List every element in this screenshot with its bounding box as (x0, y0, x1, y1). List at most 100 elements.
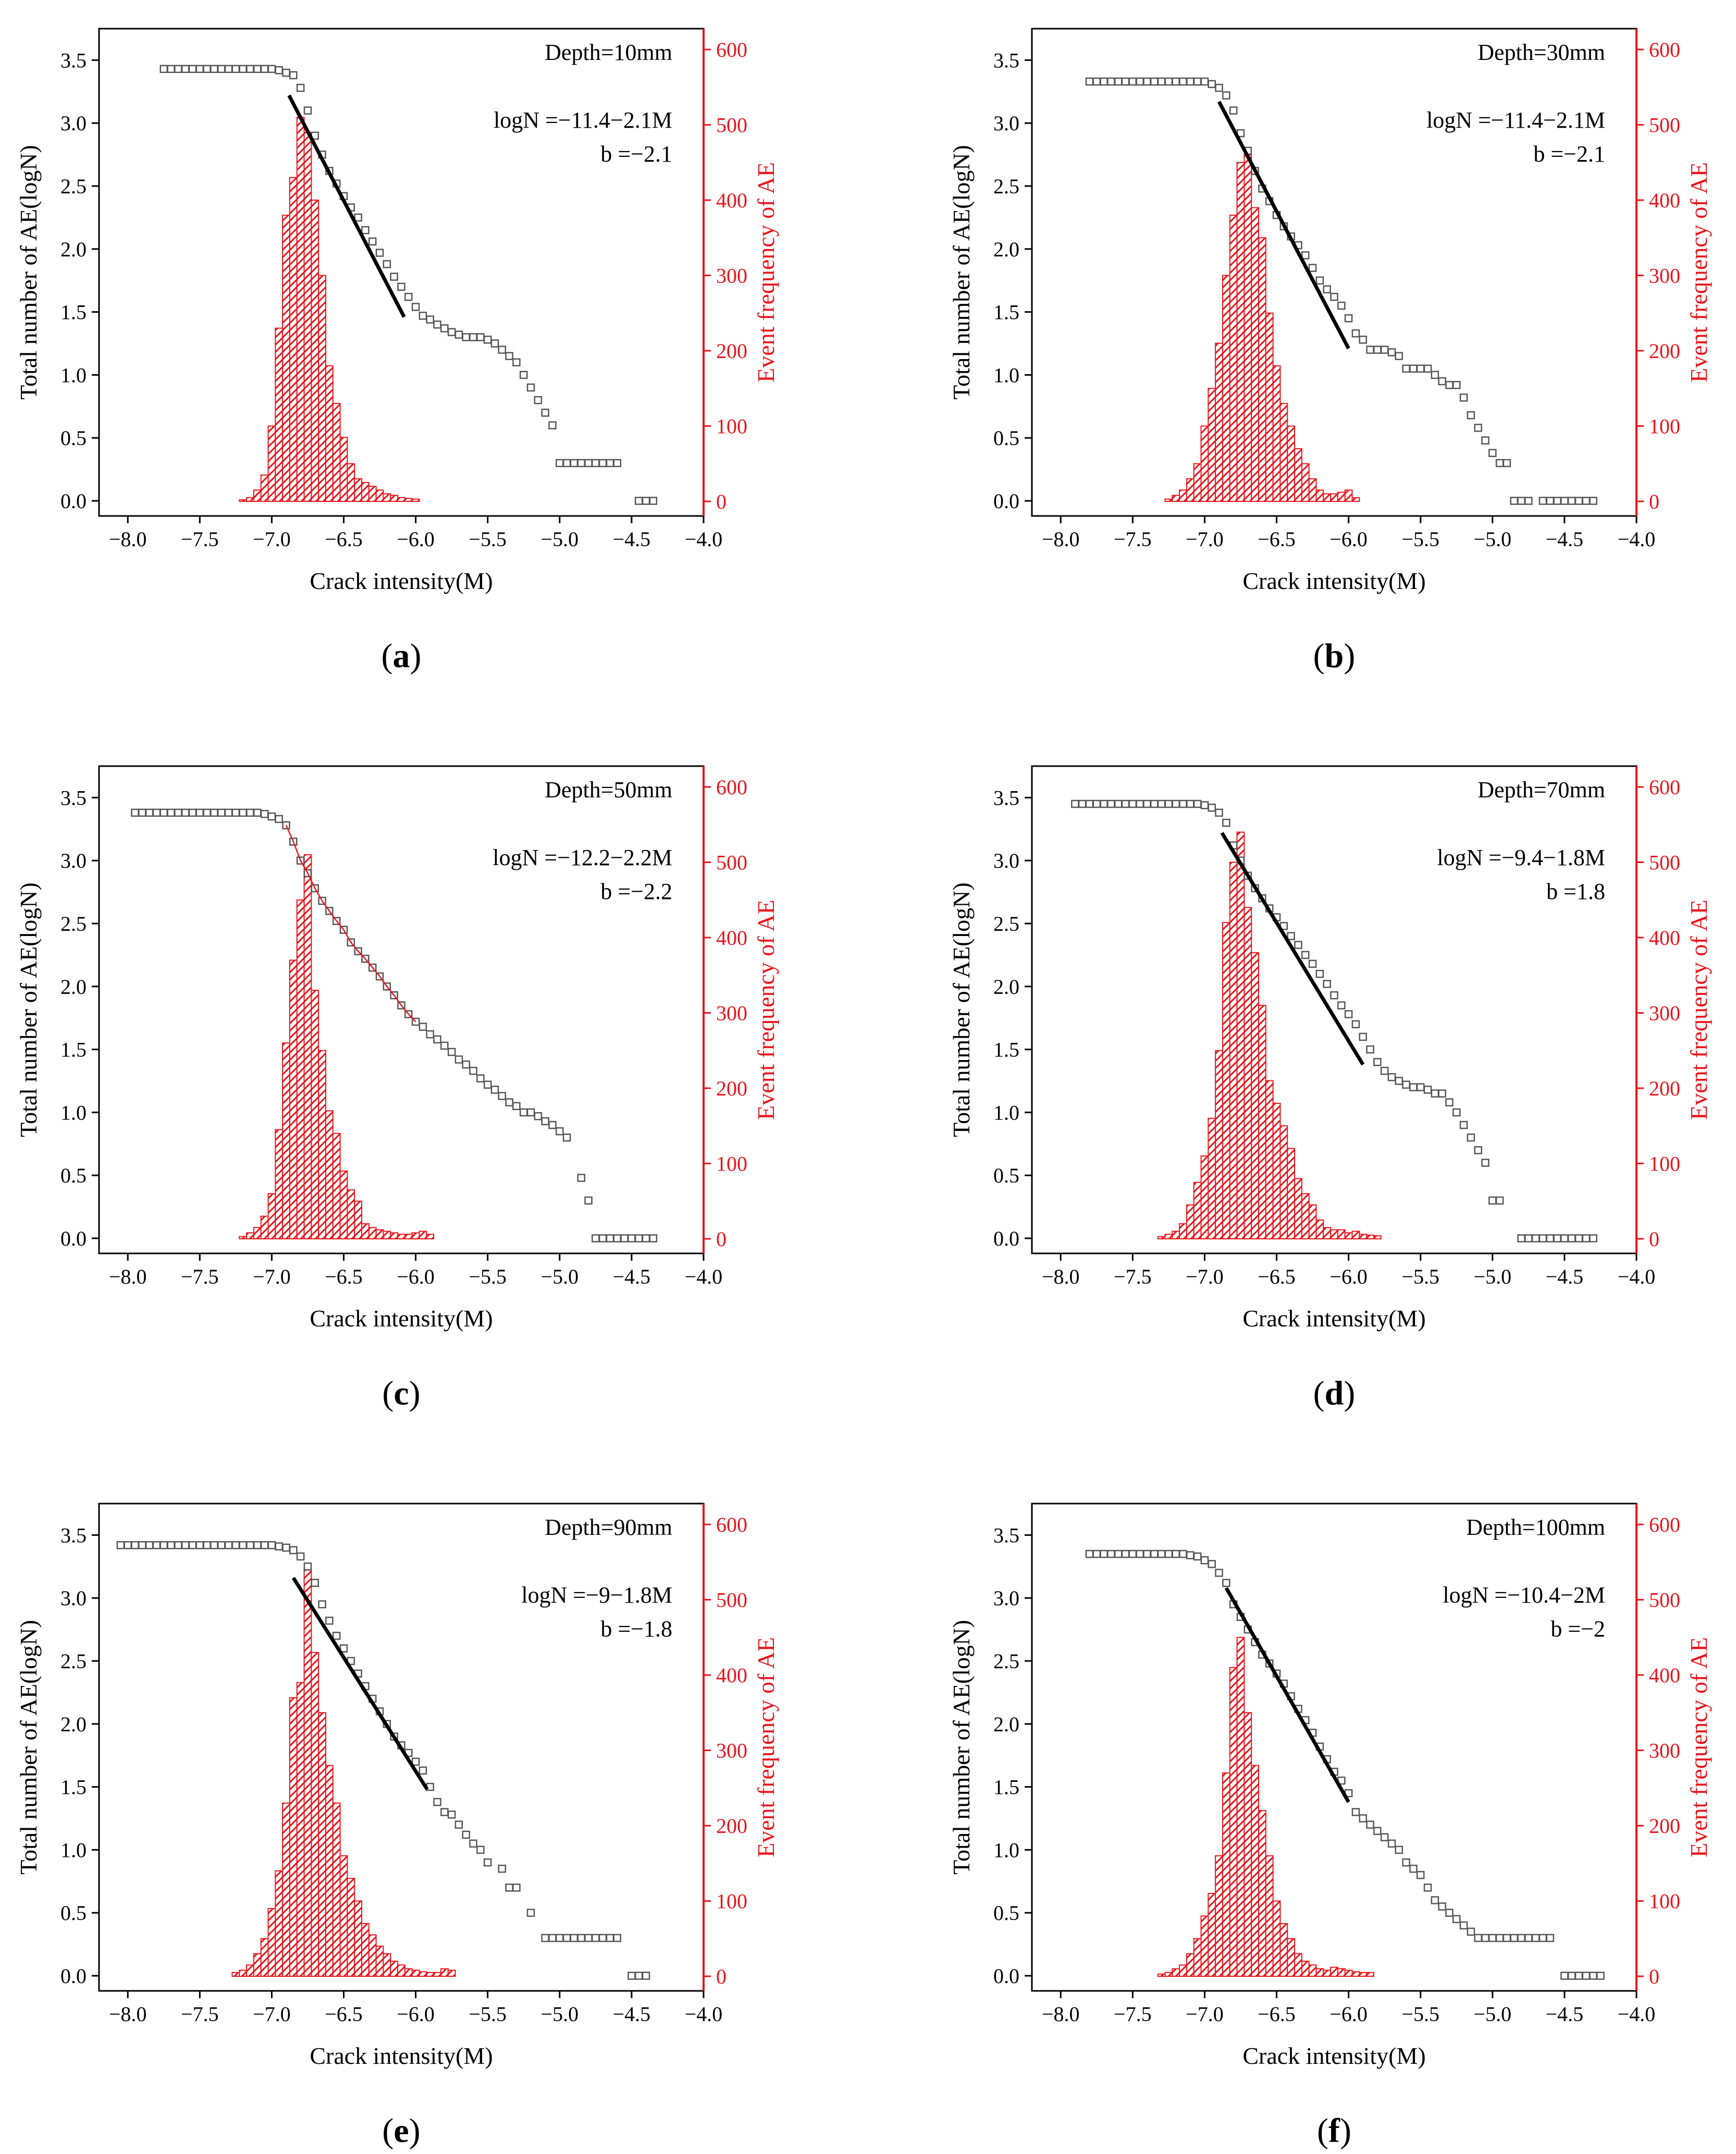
x-tick-label: −5.0 (1474, 527, 1512, 551)
frequency-bar (1315, 1968, 1324, 1977)
right-tick-label: 400 (716, 926, 747, 950)
cumulative-point (1200, 77, 1209, 86)
cumulative-point (498, 1092, 507, 1100)
cumulative-points (1085, 1549, 1605, 1980)
cumulative-point (454, 1055, 463, 1064)
frequency-bar (303, 854, 312, 1240)
cumulative-point (1229, 106, 1238, 115)
x-tick-label: −6.5 (325, 527, 363, 551)
cumulative-point (1409, 1083, 1418, 1091)
frequency-bar (1164, 1234, 1173, 1240)
frequency-bar (361, 1923, 370, 1977)
b-value: b =1.8 (1546, 879, 1605, 904)
x-tick-label: −7.0 (1186, 527, 1224, 551)
frequency-bar (1200, 425, 1209, 502)
right-tick-label: 0 (716, 490, 727, 513)
frequency-bar (1279, 403, 1288, 502)
cumulative-point (1186, 799, 1195, 808)
y-tick-label: 2.5 (993, 175, 1019, 198)
right-tick-label: 500 (1649, 851, 1680, 875)
frequency-bar (1222, 275, 1230, 502)
cumulative-point (570, 1934, 578, 1942)
right-tick-label: 500 (1649, 114, 1680, 137)
cumulative-point (541, 409, 549, 417)
frequency-bar (260, 1215, 269, 1239)
cumulative-point (418, 312, 427, 320)
cumulative-point (1416, 364, 1425, 373)
y-tick-label: 0.0 (993, 1964, 1019, 1988)
cumulative-point (275, 815, 283, 823)
cumulative-point (1538, 1234, 1547, 1242)
frequency-bar (1186, 478, 1195, 502)
cumulative-point (1488, 1934, 1497, 1942)
cumulative-point (1402, 1858, 1410, 1867)
frequency-bar (253, 1227, 262, 1239)
y-tick-label: 2.5 (60, 1650, 87, 1673)
x-axis-ticks: −8.0 −7.5 −7.0 −6.5 −6.0 −5.5 −5.0 −4.5 −4.0 (109, 1253, 722, 1288)
frequency-bar (1330, 493, 1338, 502)
x-tick-label: −6.0 (397, 527, 435, 551)
y-tick-label: 1.5 (60, 1038, 87, 1062)
cumulative-point (1582, 1972, 1591, 1980)
frequency-bar (289, 177, 298, 502)
left-axis-label: Total number of AE(logN) (15, 882, 42, 1137)
cumulative-point (260, 1541, 269, 1549)
cumulative-point (1172, 799, 1180, 808)
right-axis-ticks: 0 100 200 300 400 500 600 (704, 38, 747, 513)
frequency-bar (383, 1953, 391, 1977)
frequency-bar (411, 1970, 420, 1977)
frequency-bar (368, 1227, 377, 1239)
panel-label: (a) (381, 637, 422, 675)
cumulative-point (1459, 393, 1468, 402)
fit-line (1224, 1587, 1350, 1803)
cumulative-point (1567, 1234, 1576, 1242)
cumulative-point (634, 1972, 643, 1980)
frequency-bar (1258, 1005, 1266, 1240)
y-tick-label: 2.0 (993, 238, 1019, 261)
y-tick-label: 3.0 (993, 112, 1019, 135)
right-tick-label: 100 (716, 1152, 747, 1176)
x-tick-label: −5.5 (1401, 527, 1439, 551)
left-axis-label: Total number of AE(logN) (948, 1620, 975, 1875)
cumulative-point (1092, 799, 1101, 808)
cumulative-point (167, 1541, 175, 1549)
right-tick-label: 100 (1649, 415, 1680, 438)
cumulative-point (1143, 77, 1151, 86)
cumulative-point (613, 1934, 622, 1942)
chart-panel-e: −8.0 −7.5 −7.0 −6.5 −6.0 −5.5 −5.0 −4.5 −4.00.00… (15, 1503, 779, 2150)
x-tick-label: −7.5 (181, 2002, 219, 2026)
right-axis-label: Event frequency of AE (1685, 162, 1712, 383)
frequency-bar (289, 1697, 298, 1977)
cumulative-point (1150, 1549, 1159, 1558)
cumulative-point (1517, 497, 1525, 505)
left-axis-label: Total number of AE(logN) (948, 145, 975, 400)
x-tick-label: −4.0 (1618, 527, 1656, 551)
b-value: b =−2.1 (600, 141, 672, 167)
cumulative-point (426, 315, 434, 324)
cumulative-point (1301, 951, 1310, 959)
cumulative-point (483, 336, 492, 344)
cumulative-point (224, 65, 233, 73)
frequency-bar (1272, 1102, 1281, 1239)
cumulative-point (1107, 1549, 1115, 1558)
frequency-bar (1301, 1193, 1310, 1240)
cumulative-point (289, 71, 298, 80)
frequency-bar (1208, 1893, 1216, 1977)
cumulative-point (145, 808, 154, 817)
cumulative-point (627, 1234, 636, 1242)
cumulative-point (634, 497, 643, 505)
x-tick-label: −7.0 (253, 1265, 291, 1288)
frequency-bar (1222, 922, 1230, 1239)
y-tick-label: 3.0 (993, 1586, 1019, 1610)
plot-frame (1031, 28, 1637, 517)
right-tick-label: 500 (716, 114, 747, 137)
cumulative-point (1337, 1001, 1346, 1010)
cumulative-point (411, 1757, 420, 1766)
cumulative-point (246, 65, 254, 73)
cumulative-point (1431, 1089, 1439, 1098)
panel-label: (d) (1313, 1374, 1356, 1412)
cumulative-point (260, 810, 269, 818)
x-axis-ticks: −8.0 −7.5 −7.0 −6.5 −6.0 −5.5 −5.0 −4.5 −4.0 (1042, 1991, 1655, 2026)
x-tick-label: −7.5 (1114, 1265, 1152, 1288)
